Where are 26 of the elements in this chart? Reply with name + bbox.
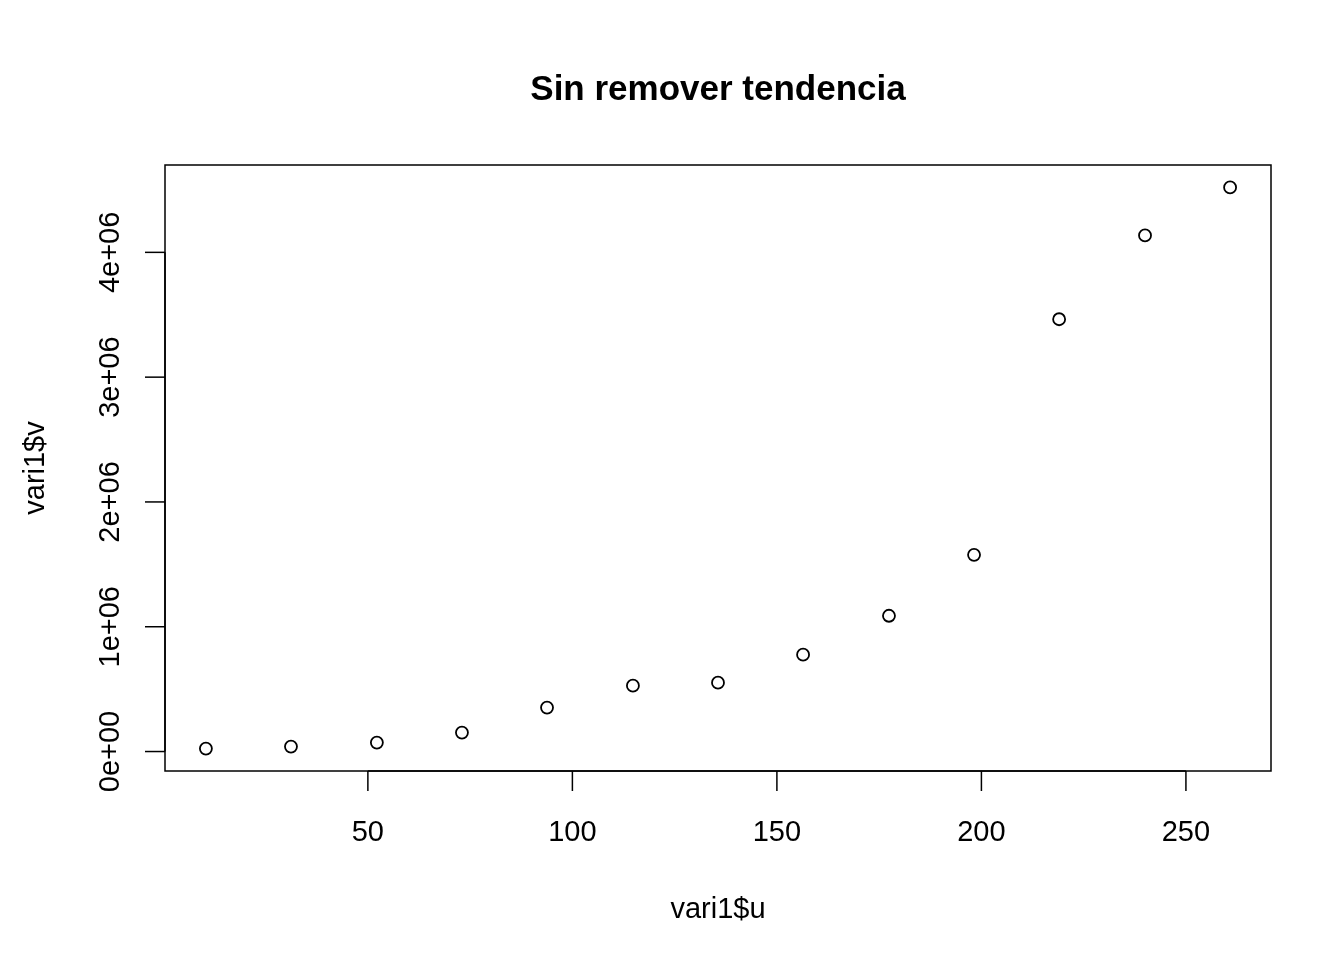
x-axis-title: vari1$u bbox=[670, 892, 766, 924]
point bbox=[711, 675, 725, 690]
point bbox=[882, 608, 896, 623]
y-tick-label: 2e+06 bbox=[93, 461, 125, 543]
point bbox=[455, 725, 469, 740]
point bbox=[967, 547, 981, 562]
x-tick-label: 100 bbox=[548, 815, 597, 847]
x-tick-label: 50 bbox=[351, 815, 385, 847]
point bbox=[540, 700, 554, 715]
x-tick-label: 150 bbox=[752, 815, 802, 847]
chart-title: Sin remover tendencia bbox=[530, 68, 907, 107]
point bbox=[1052, 312, 1067, 327]
x-tick-label: 200 bbox=[957, 815, 1006, 847]
y-tick-label: 3e+06 bbox=[93, 336, 125, 418]
point bbox=[796, 647, 810, 662]
y-tick-label: 4e+06 bbox=[93, 211, 125, 294]
point bbox=[1223, 180, 1237, 195]
y-tick-label: 1e+06 bbox=[93, 586, 125, 668]
point bbox=[284, 739, 298, 754]
point bbox=[626, 678, 640, 693]
point bbox=[199, 741, 213, 756]
y-axis-title: vari1$v bbox=[18, 420, 50, 515]
point bbox=[369, 735, 384, 750]
point bbox=[1138, 228, 1152, 243]
y-tick-label: 0e+00 bbox=[93, 710, 125, 793]
x-tick-label: 250 bbox=[1161, 815, 1211, 847]
